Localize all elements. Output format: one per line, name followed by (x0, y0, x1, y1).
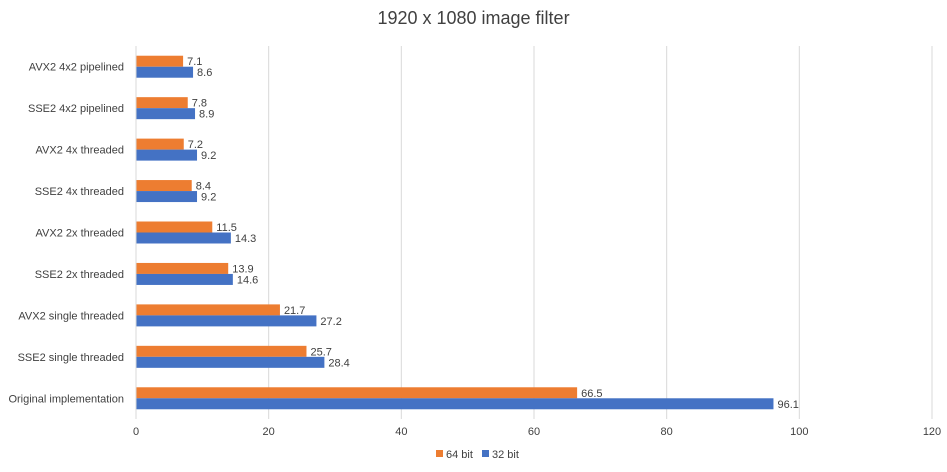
data-label: 96.1 (777, 399, 798, 411)
bar-32-bit (136, 315, 317, 327)
bar-32-bit (136, 398, 774, 410)
bar-64-bit (136, 304, 280, 316)
data-label: 9.2 (201, 192, 216, 204)
data-label: 28.4 (328, 357, 349, 369)
bar-64-bit (136, 97, 188, 109)
bar-64-bit (136, 55, 184, 67)
category-label: SSE2 2x threaded (35, 269, 124, 281)
x-tick-label: 80 (661, 426, 673, 438)
legend-swatch (482, 450, 489, 457)
x-tick-label: 60 (528, 426, 540, 438)
x-tick-label: 0 (133, 426, 139, 438)
bar-64-bit (136, 345, 307, 357)
bar-32-bit (136, 66, 194, 78)
bar-64-bit (136, 387, 578, 399)
bar-32-bit (136, 232, 231, 244)
data-label: 25.7 (310, 346, 331, 358)
category-label: Original implementation (8, 393, 124, 405)
data-label: 8.9 (199, 109, 214, 121)
data-label: 21.7 (284, 305, 305, 317)
data-label: 11.5 (216, 222, 237, 234)
bar-32-bit (136, 108, 196, 120)
bar-64-bit (136, 221, 213, 233)
data-label: 7.1 (187, 56, 202, 68)
category-label: AVX2 4x threaded (36, 145, 124, 157)
data-label: 66.5 (581, 388, 602, 400)
category-label: AVX2 2x threaded (36, 228, 124, 240)
category-label: SSE2 4x2 pipelined (28, 103, 124, 115)
bar-32-bit (136, 273, 233, 285)
legend-label: 64 bit (446, 449, 473, 461)
legend-label: 32 bit (492, 449, 519, 461)
bar-64-bit (136, 262, 229, 274)
data-label: 7.8 (192, 98, 207, 110)
category-label: SSE2 single threaded (18, 352, 124, 364)
bar-32-bit (136, 191, 198, 203)
x-tick-label: 40 (395, 426, 407, 438)
category-label: AVX2 4x2 pipelined (29, 62, 124, 74)
data-label: 27.2 (320, 316, 341, 328)
bar-32-bit (136, 356, 325, 368)
data-label: 7.2 (188, 139, 203, 151)
legend-swatch (436, 450, 443, 457)
x-tick-label: 120 (923, 426, 941, 438)
x-tick-label: 20 (263, 426, 275, 438)
data-label: 13.9 (232, 263, 253, 275)
bar-32-bit (136, 149, 198, 161)
category-label: AVX2 single threaded (18, 310, 124, 322)
bar-64-bit (136, 180, 192, 192)
data-label: 14.6 (237, 274, 258, 286)
chart-title: 1920 x 1080 image filter (377, 8, 570, 28)
data-label: 8.6 (197, 67, 212, 79)
data-label: 8.4 (196, 181, 211, 193)
data-label: 9.2 (201, 150, 216, 162)
data-label: 14.3 (235, 233, 256, 245)
category-label: SSE2 4x threaded (35, 186, 124, 198)
x-tick-label: 100 (790, 426, 808, 438)
bar-64-bit (136, 138, 184, 150)
